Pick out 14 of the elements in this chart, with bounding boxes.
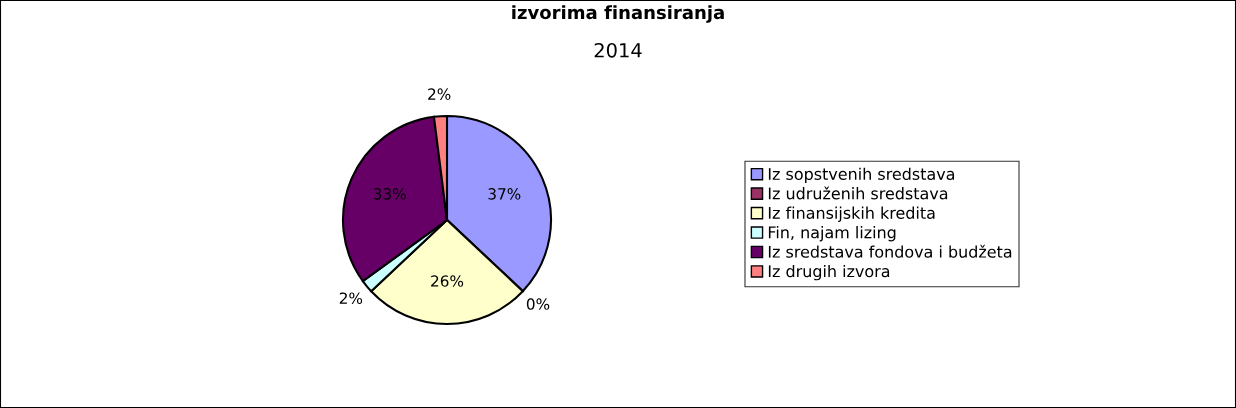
data-label: 26% <box>431 275 464 287</box>
data-label: 37% <box>488 188 521 200</box>
legend-label: Fin, najam lizing <box>768 226 896 242</box>
data-label: 2% <box>428 88 451 100</box>
legend-label: Iz sredstava fondova i budžeta <box>768 244 1012 258</box>
data-label: 2% <box>339 292 363 304</box>
legend-label: Iz finansijskih kredita <box>768 206 935 222</box>
text: 0% <box>526 298 550 310</box>
legend-label: Iz sopstvenih sredstava <box>768 167 955 184</box>
data-label: 33% <box>373 188 406 200</box>
chart-title: izvorima finansiranja <box>512 5 724 23</box>
legend-label: Iz drugih izvora <box>768 264 890 281</box>
legend-label: Iz udruženih sredstava <box>768 186 948 200</box>
chart-subtitle: 2014 <box>594 42 642 58</box>
